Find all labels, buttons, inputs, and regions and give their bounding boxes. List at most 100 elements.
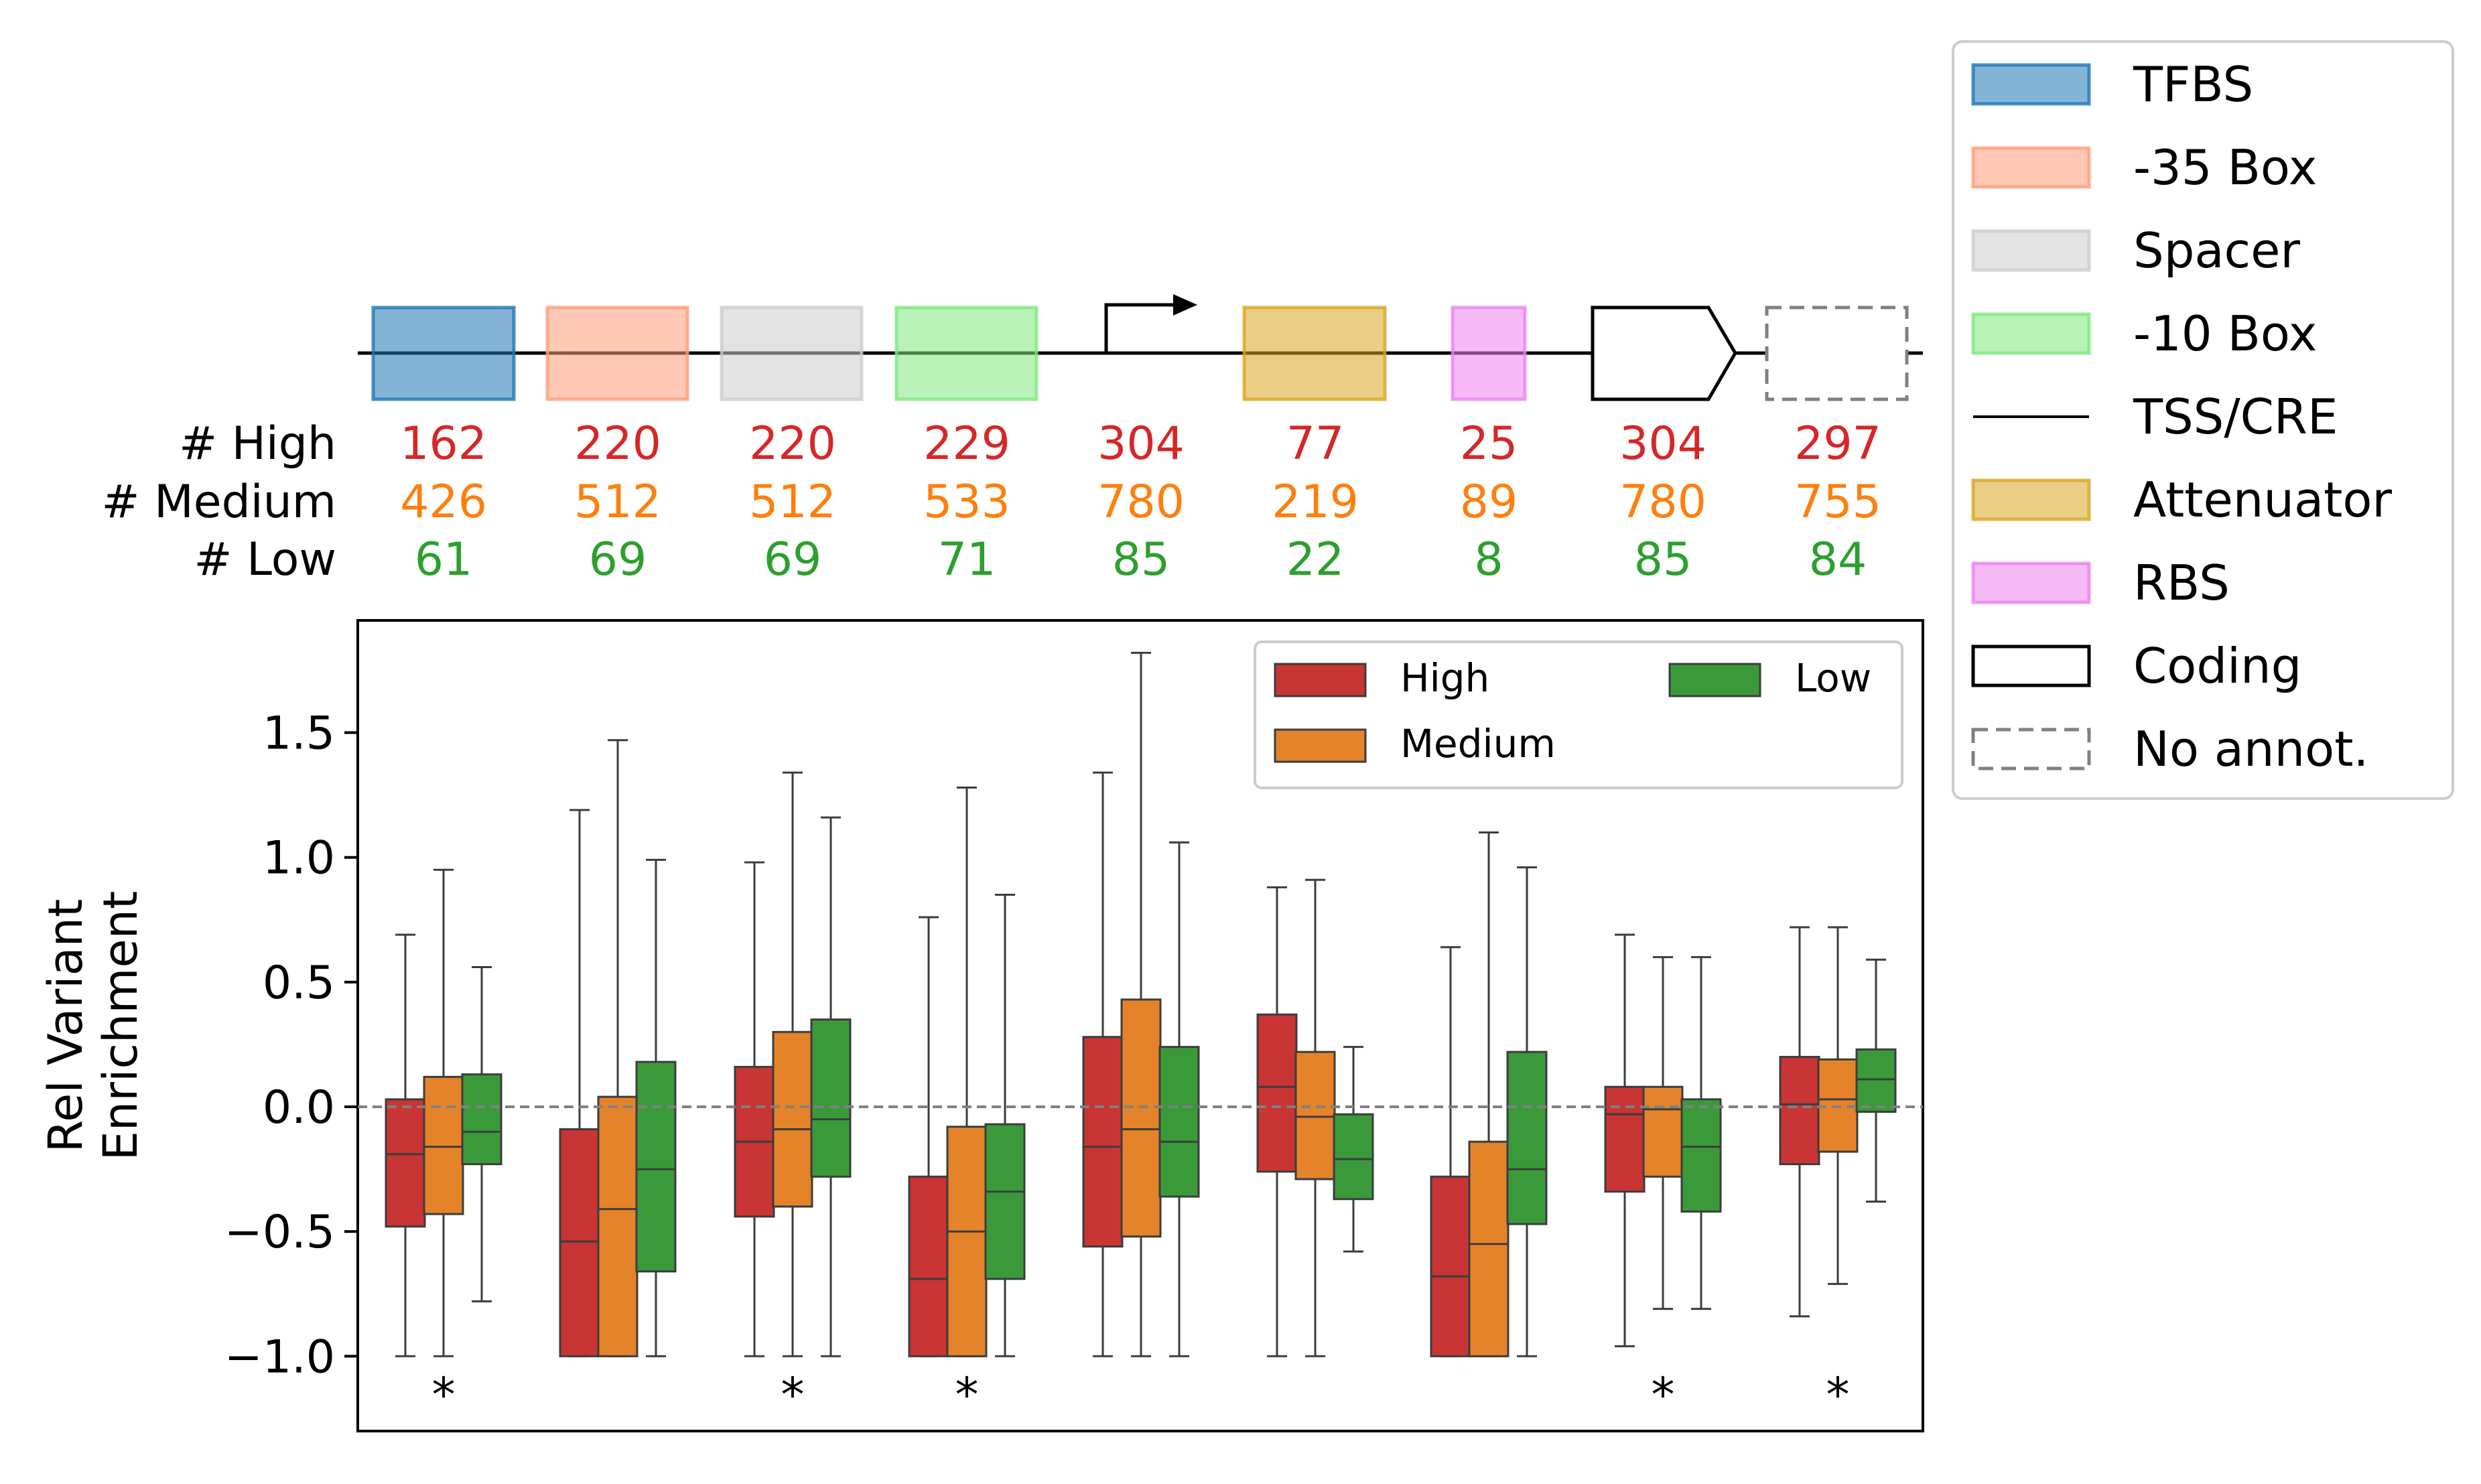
legend-label: Low: [1795, 655, 1871, 701]
y-tick-label: 1.0: [263, 832, 335, 885]
legend-swatch-region: [1971, 312, 2091, 355]
box-high: [1604, 1085, 1646, 1193]
count-value: 780: [1619, 476, 1706, 529]
count-value: 512: [749, 476, 836, 529]
count-value: 512: [574, 476, 661, 529]
box-medium: [1120, 998, 1162, 1238]
count-value: 61: [415, 533, 473, 586]
box-high: [1779, 1056, 1820, 1166]
box-low: [1680, 1098, 1722, 1213]
box-medium: [423, 1075, 464, 1215]
count-value: 297: [1794, 417, 1881, 470]
box-group-7: *: [1604, 933, 1722, 1422]
box-low: [810, 1018, 852, 1178]
promoter-diagram: [358, 294, 1923, 401]
box-low: [1158, 1046, 1200, 1198]
count-value: 71: [938, 533, 996, 586]
region-legend-label: No annot.: [2133, 721, 2368, 777]
significance-marker: *: [955, 1367, 979, 1422]
count-row-label: # Low: [194, 533, 337, 586]
legend-swatch-region: [1971, 63, 2091, 106]
region-legend-label: Attenuator: [2133, 472, 2392, 528]
y-tick-label: −1.0: [224, 1331, 335, 1384]
count-value: 219: [1272, 476, 1359, 529]
count-value: 84: [1809, 533, 1867, 586]
box-low: [984, 1123, 1026, 1280]
box-low: [461, 1073, 502, 1166]
box-group-5: [1256, 878, 1374, 1357]
box-high: [1430, 1175, 1471, 1357]
minus35-box: [545, 306, 689, 401]
count-value: 780: [1097, 476, 1185, 529]
y-tick-label: −0.5: [224, 1206, 335, 1259]
spacer-box: [720, 306, 864, 401]
box-group-2: *: [734, 771, 852, 1422]
y-axis-label-line: Rel Variant: [38, 899, 93, 1153]
region-legend-label: TFBS: [2133, 56, 2253, 113]
box-group-0: *: [385, 868, 502, 1422]
box-group-6: [1430, 831, 1548, 1357]
count-value: 69: [764, 533, 822, 586]
region-legend-label: TSS/CRE: [2133, 389, 2338, 445]
legend-swatch-region: [1971, 478, 2091, 521]
box-medium: [1468, 1140, 1510, 1357]
box-high: [908, 1175, 949, 1357]
box-low: [1333, 1113, 1374, 1201]
box-low: [1855, 1048, 1897, 1113]
count-value: 8: [1474, 533, 1503, 586]
attenuator-box: [1242, 306, 1387, 401]
box-high: [1082, 1036, 1124, 1247]
coding-shape: [1591, 306, 1737, 401]
box-medium: [1294, 1051, 1336, 1181]
count-value: 69: [589, 533, 647, 586]
legend-swatch-no-annot: [1971, 728, 2091, 770]
significance-marker: *: [1826, 1367, 1850, 1422]
count-value: 220: [574, 417, 661, 470]
box-group-4: [1082, 651, 1200, 1357]
count-value: 77: [1286, 417, 1345, 470]
count-value: 162: [400, 417, 487, 470]
box-medium: [597, 1095, 639, 1357]
box-high: [385, 1098, 426, 1228]
y-tick-label: 1.5: [263, 707, 335, 760]
count-value: 755: [1794, 476, 1881, 529]
y-tick-label: 0.0: [263, 1081, 335, 1134]
legend-label: High: [1400, 655, 1489, 701]
count-value: 25: [1460, 417, 1518, 470]
box-low: [1506, 1051, 1548, 1225]
tfbs-box: [371, 306, 516, 401]
box-group-1: [559, 739, 677, 1357]
count-value: 85: [1112, 533, 1170, 586]
count-value: 304: [1097, 417, 1185, 470]
rbs-box: [1451, 306, 1527, 401]
boxplot-chart: −1.0 −0.5 0.0 0.5 1.0 1.5 Rel Variant Enrichmen…: [38, 619, 1924, 1432]
count-value: 426: [400, 476, 487, 529]
tss-arrowhead-icon: [1173, 294, 1197, 316]
count-value: 533: [923, 476, 1010, 529]
count-value: 22: [1286, 533, 1345, 586]
box-group-3: *: [908, 786, 1026, 1422]
legend-swatch-coding: [1971, 645, 2091, 687]
legend-swatch-low: [1668, 663, 1761, 697]
count-row-label: # High: [179, 417, 336, 470]
significance-marker: *: [1652, 1367, 1675, 1422]
legend-swatch-high: [1274, 663, 1367, 697]
legend-swatch-region: [1971, 561, 2091, 604]
minus10-box: [894, 306, 1038, 401]
box-medium: [1642, 1085, 1684, 1178]
box-low: [635, 1061, 677, 1273]
region-legend-label: Spacer: [2133, 222, 2300, 279]
y-tick-label: 0.5: [263, 957, 335, 1010]
legend-swatch-region: [1971, 229, 2091, 272]
region-legend-label: -35 Box: [2133, 139, 2317, 196]
no-annot-box: [1765, 306, 1909, 401]
region-legend-label: Coding: [2133, 638, 2301, 694]
count-value: 89: [1460, 476, 1518, 529]
variant-count-table: # High 162 220 220 229 304 77 25 304 297 # Medium 4…: [102, 417, 1881, 586]
region-legend-label: RBS: [2133, 555, 2230, 611]
significance-marker: *: [781, 1367, 805, 1422]
count-value: 85: [1634, 533, 1692, 586]
box-medium: [946, 1126, 988, 1357]
count-value: 220: [749, 417, 836, 470]
series-legend: High Medium Low: [1254, 640, 1903, 789]
